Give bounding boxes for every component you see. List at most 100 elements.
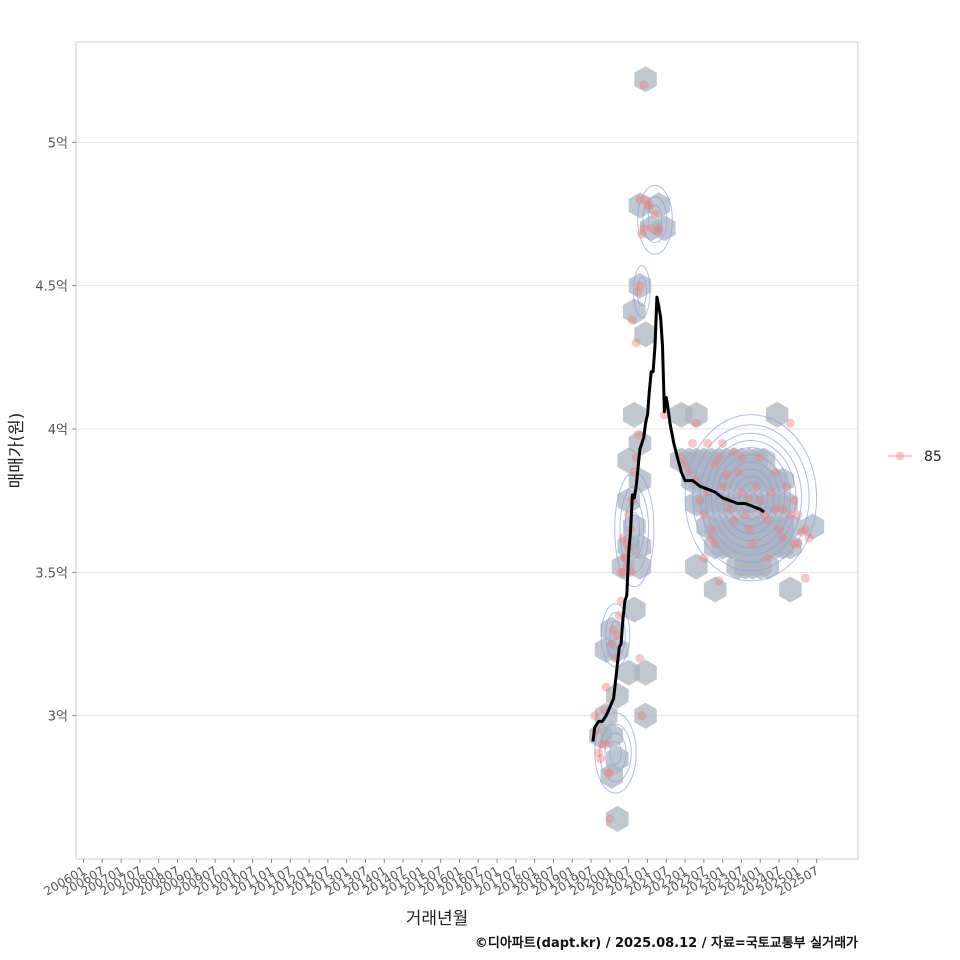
- scatter-point: [785, 418, 795, 428]
- scatter-point: [706, 524, 716, 534]
- scatter-point: [635, 653, 645, 663]
- scatter-point: [797, 527, 807, 537]
- scatter-point: [688, 438, 698, 448]
- hexbin-cell: [606, 805, 629, 832]
- hexbin-cell: [628, 533, 652, 560]
- legend: 85: [888, 449, 942, 465]
- scatter-point: [684, 467, 694, 477]
- scatter-point: [740, 510, 750, 520]
- scatter-point: [733, 467, 743, 477]
- hexbin-cell: [628, 553, 652, 580]
- density-contour: [739, 482, 763, 513]
- density-contour-layer: [594, 184, 818, 794]
- scatter-point: [778, 533, 788, 543]
- scatter-point: [744, 524, 754, 534]
- hexbin-cell: [775, 490, 798, 517]
- density-contour: [705, 439, 797, 556]
- density-contour: [604, 732, 627, 774]
- scatter-point: [770, 467, 780, 477]
- scatter-point: [644, 200, 654, 210]
- hexbin-cell: [685, 553, 708, 580]
- density-contour: [710, 447, 791, 549]
- scatter-point: [616, 567, 626, 577]
- scatter-point: [635, 195, 645, 205]
- scatter-point: [631, 338, 641, 348]
- hexbin-cell: [628, 192, 652, 219]
- hexbin-cell: [617, 659, 640, 686]
- density-contour: [600, 603, 631, 668]
- scatter-point: [637, 229, 647, 239]
- scatter-point: [654, 226, 664, 236]
- hexbin-cell: [765, 401, 789, 428]
- density-contour: [733, 475, 769, 520]
- scatter-point: [650, 209, 660, 219]
- scatter-point: [725, 504, 735, 514]
- plot-frame: [75, 41, 859, 860]
- density-contour: [628, 511, 641, 548]
- scatter-point: [633, 286, 643, 296]
- y-tick-label: 5억: [48, 136, 68, 151]
- hexbin-cell: [634, 321, 657, 348]
- hexbin-cell: [634, 66, 657, 93]
- scatter-point: [633, 430, 643, 440]
- scatter-point: [793, 539, 803, 549]
- scatter-point: [736, 453, 746, 463]
- scatter-point: [618, 567, 628, 577]
- scatter-point: [605, 814, 615, 824]
- hexbin-cell: [628, 467, 652, 494]
- scatter-point: [680, 458, 690, 468]
- density-contour: [633, 265, 651, 318]
- hexbin-cell: [703, 576, 727, 603]
- legend-label: 85: [924, 449, 942, 465]
- scatter-point: [590, 711, 600, 721]
- scatter-point: [755, 453, 765, 463]
- trend-line: [591, 295, 765, 742]
- hexbin-cell: [600, 762, 623, 789]
- x-axis-title: 거래년월: [406, 909, 469, 929]
- scatter-point: [605, 768, 615, 778]
- scatter-point: [691, 418, 701, 428]
- scatter-point: [804, 533, 814, 543]
- scatter-point: [659, 410, 669, 420]
- scatter-point: [800, 573, 810, 583]
- scatter-point: [800, 524, 810, 534]
- hexbin-cell: [623, 596, 646, 623]
- hexbin-cell: [779, 576, 802, 603]
- y-tick-label: 4억: [48, 423, 68, 438]
- scatter-point: [782, 481, 792, 491]
- hexbin-cell: [634, 702, 657, 729]
- scatter-point: [710, 458, 720, 468]
- scatter-point: [646, 223, 656, 233]
- scatter-point: [594, 748, 604, 758]
- scatter-point: [718, 438, 728, 448]
- scatter-point: [744, 493, 754, 503]
- scatter-point: [718, 481, 728, 491]
- scatter-point: [789, 539, 799, 549]
- scatter-point: [778, 504, 788, 514]
- density-contour: [716, 454, 786, 542]
- x-axis-ticks: 2006012006072007012007072008012008072009…: [41, 859, 821, 899]
- scatter-point: [770, 504, 780, 514]
- hexbin-cell: [634, 659, 657, 686]
- hexbin-cell: [617, 447, 640, 474]
- y-tick-label: 3억: [48, 710, 68, 725]
- scatter-point: [706, 533, 716, 543]
- density-contour: [692, 424, 810, 572]
- scatter-point: [618, 533, 628, 543]
- y-axis-title: 매매가(원): [7, 413, 27, 489]
- scatter-point: [609, 625, 619, 635]
- scatter-point: [639, 80, 649, 90]
- scatter-point: [714, 453, 724, 463]
- scatter-point: [603, 768, 613, 778]
- scatter-point: [763, 553, 773, 563]
- density-contour: [727, 468, 774, 527]
- scatter-point: [763, 516, 773, 526]
- hexbin-cell: [653, 215, 676, 242]
- density-contour: [619, 485, 650, 573]
- scatter-point: [703, 438, 713, 448]
- density-contour: [636, 276, 647, 307]
- scatter-point: [601, 739, 611, 749]
- scatter-point: [729, 447, 739, 457]
- density-contour: [605, 611, 626, 659]
- density-contour: [599, 723, 632, 783]
